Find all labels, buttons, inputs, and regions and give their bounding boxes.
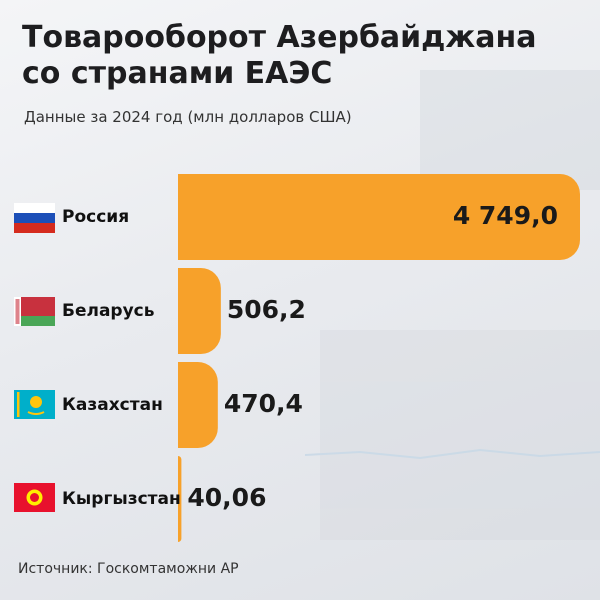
- category-label: Россия: [62, 207, 129, 227]
- bar: [178, 268, 221, 354]
- value-label: 40,06: [187, 483, 266, 512]
- flag-kyrgyzstan: [14, 483, 55, 512]
- category-label: Казахстан: [62, 395, 163, 415]
- chart-subtitle: Данные за 2024 год (млн долларов США): [24, 108, 352, 126]
- category-label: Беларусь: [62, 301, 155, 321]
- flag-belarus: [14, 297, 55, 326]
- category-label: Кыргызстан: [62, 489, 181, 509]
- chart-title: Товарооборот Азербайджана со странами ЕА…: [22, 20, 537, 91]
- background-decor: [304, 70, 600, 540]
- value-label: 470,4: [224, 389, 303, 418]
- bar: [178, 362, 218, 448]
- flag-kazakhstan: [14, 390, 55, 419]
- bar: [178, 174, 580, 260]
- bar: [178, 456, 182, 542]
- flag-russia: [14, 203, 55, 233]
- source-note: Источник: Госкомтаможни АР: [18, 561, 239, 577]
- value-label: 4 749,0: [453, 201, 558, 230]
- value-label: 506,2: [227, 295, 306, 324]
